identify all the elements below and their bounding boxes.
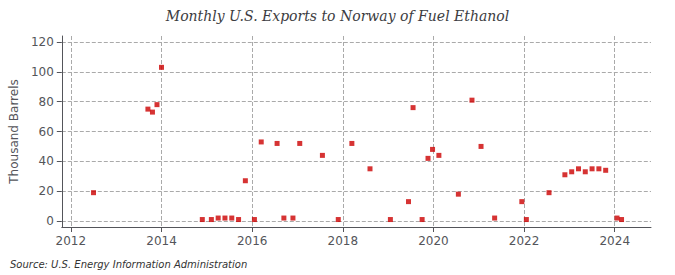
svg-text:60: 60 [39,125,54,139]
svg-text:2020: 2020 [418,234,449,248]
svg-text:2018: 2018 [328,234,359,248]
svg-text:Source: U.S. Energy Informatio: Source: U.S. Energy Information Administ… [10,259,247,270]
svg-text:2022: 2022 [509,234,540,248]
svg-text:100: 100 [31,65,54,79]
svg-text:40: 40 [39,154,54,168]
svg-text:80: 80 [39,95,54,109]
svg-text:2016: 2016 [237,234,268,248]
svg-text:0: 0 [46,214,54,228]
svg-text:20: 20 [39,184,54,198]
svg-text:120: 120 [31,35,54,49]
svg-text:2012: 2012 [56,234,87,248]
svg-text:2024: 2024 [599,234,630,248]
svg-text:Thousand Barrels: Thousand Barrels [7,79,21,184]
svg-text:2014: 2014 [146,234,177,248]
svg-text:Monthly U.S. Exports to Norway: Monthly U.S. Exports to Norway of Fuel E… [165,8,509,24]
